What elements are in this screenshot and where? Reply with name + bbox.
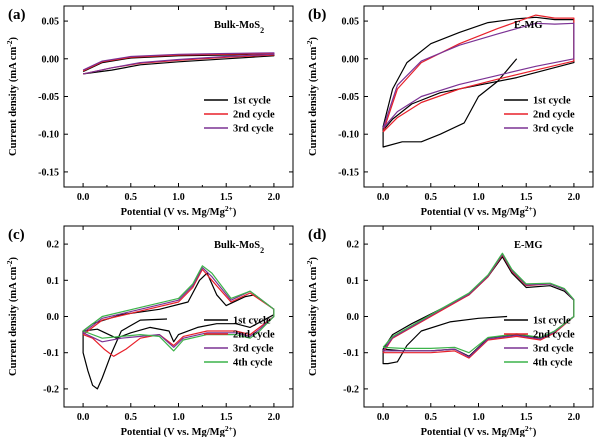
x-axis-label: Potential (V vs. Mg/Mg2+): [121, 424, 237, 437]
legend-entry: 3rd cycle: [533, 124, 574, 135]
series-line-1: [382, 16, 575, 148]
y-tick-label: -0.15: [38, 167, 59, 178]
x-tick-label: 1.0: [472, 412, 485, 423]
x-tick-label: 2.0: [568, 412, 581, 423]
y-tick-label: -0.15: [338, 167, 359, 178]
series-line-4: [382, 252, 575, 354]
y-tick-label: 0.1: [47, 276, 60, 287]
legend-entry: 2nd cycle: [533, 330, 575, 341]
x-axis-label: Potential (V vs. Mg/Mg2+): [421, 204, 537, 219]
chart-panel-1: 0.0 0.5 1.0 1.5 2.0 0.05 0.00 -0.05 -0.10 -0.15 (a…: [5, 5, 294, 219]
x-tick-label: 1.0: [472, 192, 485, 203]
x-tick-label: 0.0: [77, 192, 90, 203]
y-tick-label: -0.10: [338, 130, 359, 141]
legend-entry: 4th cycle: [533, 358, 573, 369]
x-tick-label: 0.5: [125, 192, 138, 203]
y-tick-label: -0.1: [343, 348, 359, 359]
panel-letter: (c): [8, 227, 25, 243]
legend-entry: 1st cycle: [533, 96, 571, 107]
x-tick-label: 1.5: [520, 192, 533, 203]
y-tick-label: 0.2: [347, 240, 360, 251]
y-tick-label: -0.05: [338, 92, 359, 103]
x-tick-label: 2.0: [268, 192, 281, 203]
y-axis-label: Current density (mA cm-2): [5, 257, 20, 376]
y-axis-label: Current density (mA cm-2): [305, 37, 320, 156]
legend-entry: 2nd cycle: [533, 110, 575, 121]
legend-entry: 1st cycle: [533, 316, 571, 327]
y-tick-label: -0.10: [38, 130, 59, 141]
legend-entry: 1st cycle: [233, 316, 271, 327]
panel-letter: (b): [308, 7, 326, 23]
chart-panel-3: 0.0 0.5 1.0 1.5 2.0 0.2 0.1 0.0 -0.1 -0.2 (c) Bulk-…: [5, 225, 294, 437]
x-tick-label: 1.0: [172, 192, 185, 203]
y-tick-label: -0.1: [43, 348, 59, 359]
x-tick-label: 2.0: [268, 412, 281, 423]
x-tick-label: 2.0: [568, 192, 581, 203]
y-tick-label: 0.0: [47, 312, 60, 323]
series-line-2: [82, 268, 275, 357]
y-tick-label: 0.2: [47, 240, 60, 251]
y-tick-label: -0.2: [43, 384, 59, 395]
x-tick-label: 0.0: [377, 412, 390, 423]
x-tick-label: 0.0: [377, 192, 390, 203]
x-tick-label: 1.0: [172, 412, 185, 423]
x-tick-label: 0.5: [425, 192, 438, 203]
x-tick-label: 0.5: [425, 412, 438, 423]
chart-panel-4: 0.0 0.5 1.0 1.5 2.0 0.2 0.1 0.0 -0.1 -0.2 (d) E-MG 1…: [305, 225, 594, 437]
legend-entry: 2nd cycle: [233, 110, 275, 121]
sample-label: Bulk-MoS2: [214, 20, 264, 35]
y-tick-label: -0.05: [38, 92, 59, 103]
panel-letter: (a): [8, 7, 26, 23]
y-tick-label: -0.2: [343, 384, 359, 395]
y-tick-label: 0.05: [42, 17, 60, 28]
legend-entry: 3rd cycle: [233, 124, 274, 135]
series-line-4: [82, 265, 275, 352]
x-tick-label: 0.5: [125, 412, 138, 423]
legend-entry: 4th cycle: [233, 358, 273, 369]
x-tick-label: 0.0: [77, 412, 90, 423]
panel-letter: (d): [308, 227, 326, 243]
y-axis-label: Current density (mA cm-2): [305, 257, 320, 376]
y-tick-label: 0.00: [42, 54, 60, 65]
series-line-2: [82, 52, 275, 75]
x-axis-label: Potential (V vs. Mg/Mg2+): [421, 424, 537, 437]
legend-entry: 2nd cycle: [233, 330, 275, 341]
y-tick-label: 0.1: [347, 276, 360, 287]
x-tick-label: 1.5: [520, 412, 533, 423]
x-tick-label: 1.5: [220, 192, 233, 203]
x-tick-label: 1.5: [220, 412, 233, 423]
chart-panel-2: 0.0 0.5 1.0 1.5 2.0 0.05 0.00 -0.05 -0.10 -0.15 (b…: [305, 5, 594, 219]
x-axis-label: Potential (V vs. Mg/Mg2+): [121, 204, 237, 219]
series-line-3: [82, 52, 275, 75]
y-tick-label: 0.0: [347, 312, 360, 323]
sample-label: Bulk-MoS2: [214, 240, 264, 255]
sample-label: E-MG: [514, 240, 543, 251]
legend-entry: 3rd cycle: [233, 344, 274, 355]
legend-entry: 1st cycle: [233, 96, 271, 107]
series-line-3: [382, 22, 575, 129]
y-axis-label: Current density (mA cm-2): [5, 37, 20, 156]
series-line-1: [82, 272, 275, 390]
y-tick-label: 0.05: [342, 17, 360, 28]
y-tick-label: 0.00: [342, 54, 360, 65]
legend-entry: 3rd cycle: [533, 344, 574, 355]
sample-label: E-MG: [514, 20, 543, 31]
series-line-3: [382, 253, 575, 358]
